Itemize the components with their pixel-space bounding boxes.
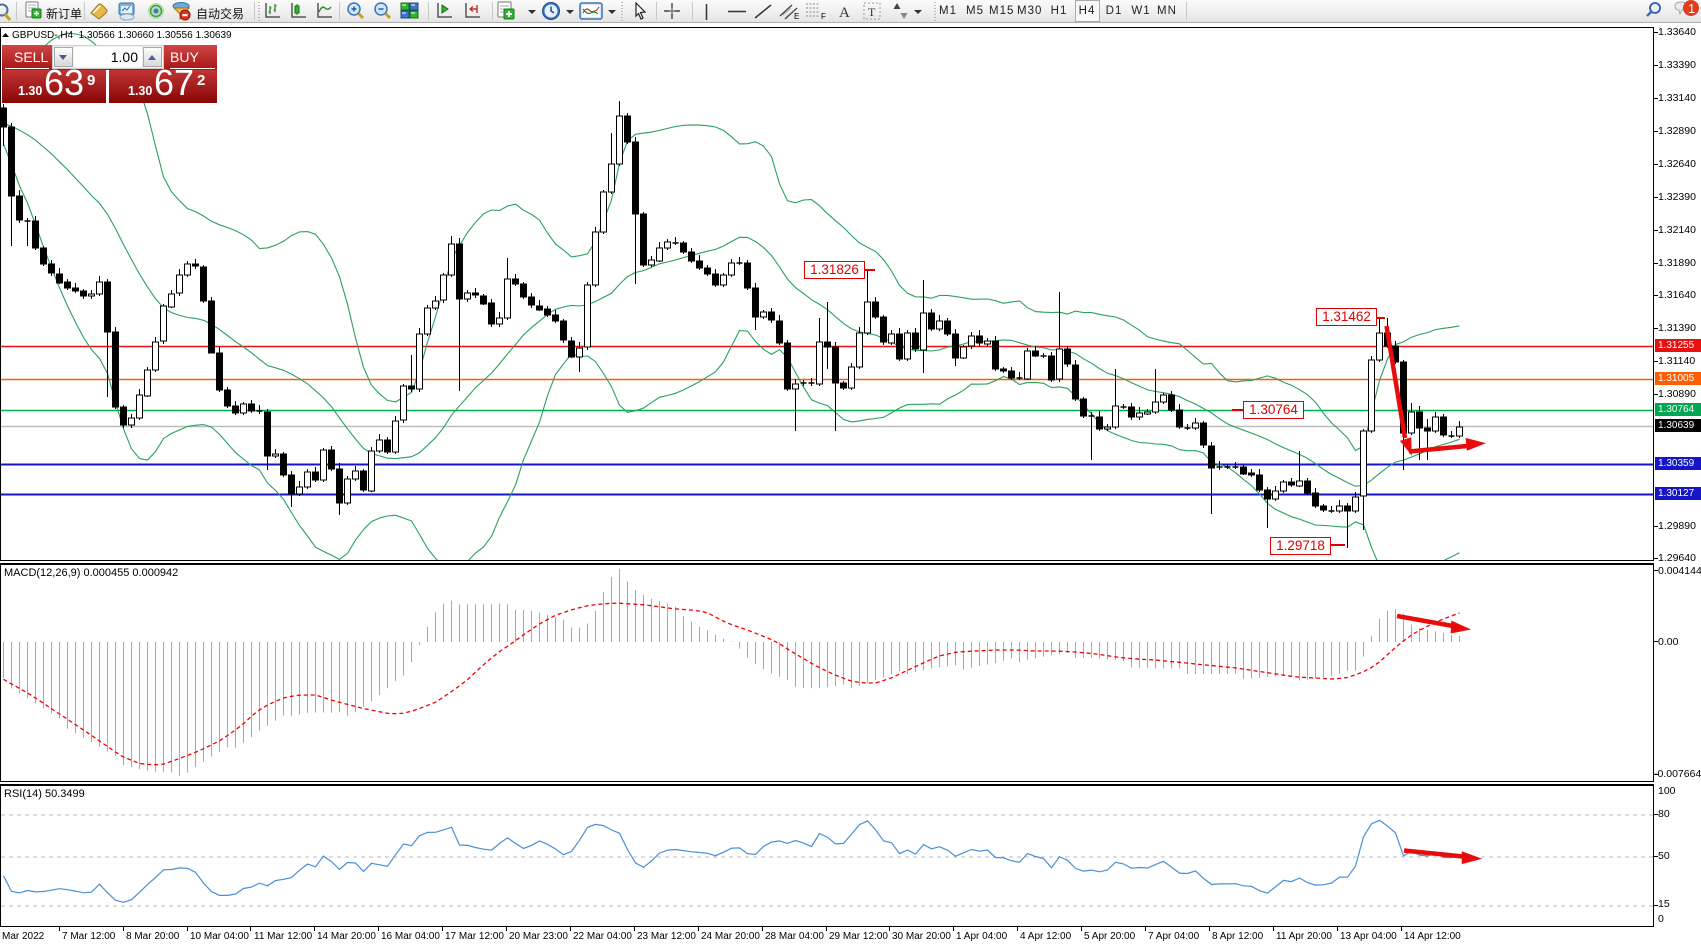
svg-text:E: E (794, 12, 799, 21)
svg-text:A: A (839, 5, 850, 21)
svg-text:1: 1 (1688, 1, 1695, 16)
svg-text:F: F (821, 12, 826, 21)
svg-text:T: T (868, 5, 876, 19)
